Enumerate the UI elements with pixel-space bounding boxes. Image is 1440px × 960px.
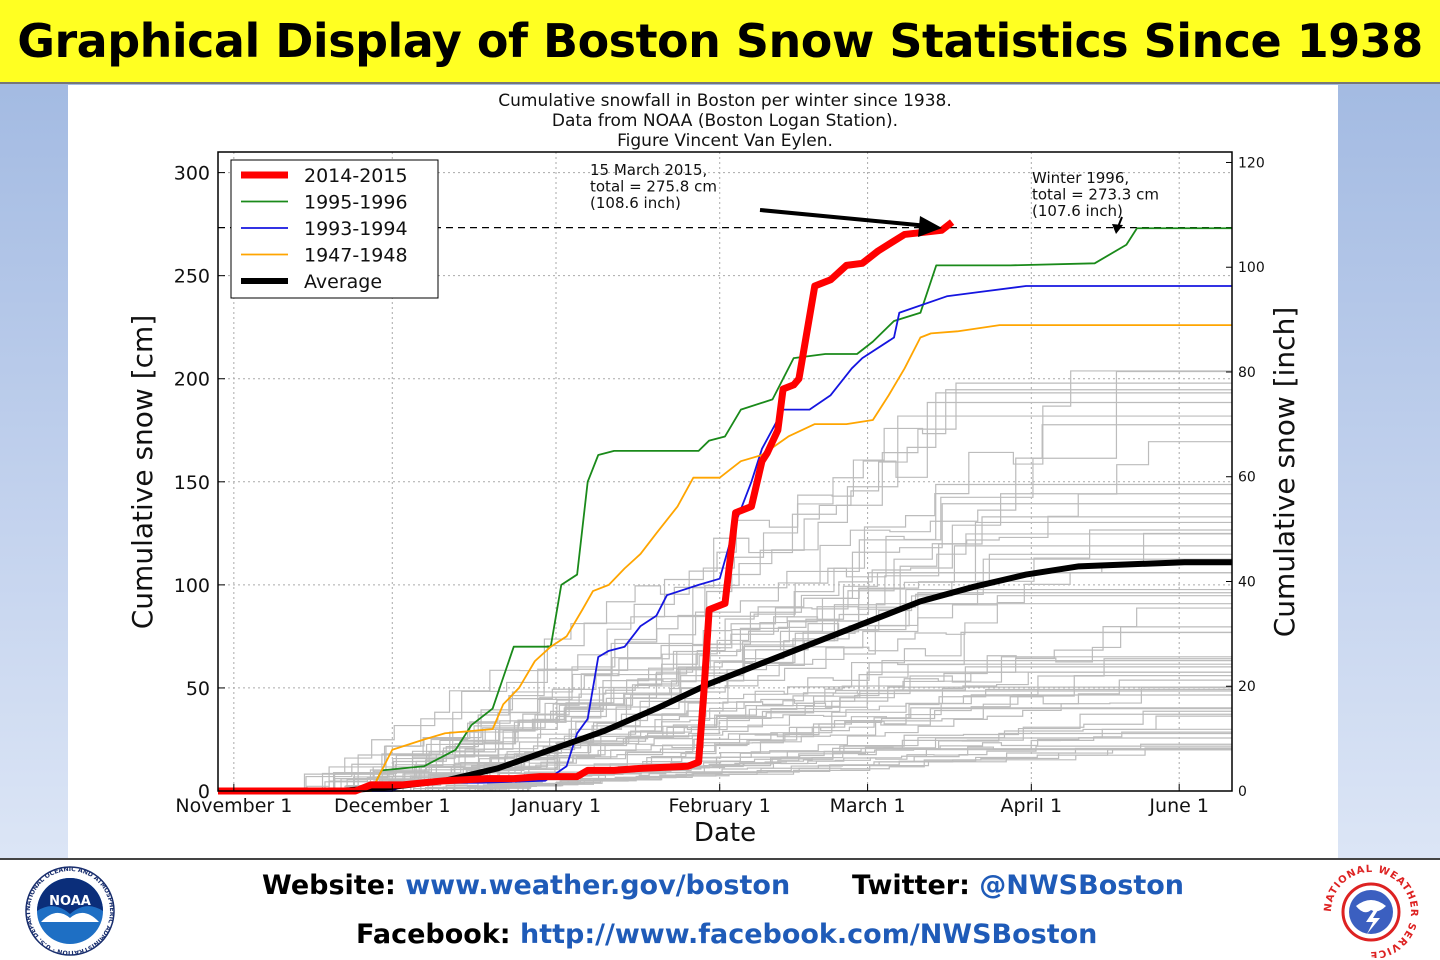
other-winter-line: [218, 713, 1232, 792]
snowfall-chart: Cumulative snowfall in Boston per winter…: [126, 91, 1301, 848]
y-right-tick-label: 80: [1238, 365, 1256, 381]
other-winter-line: [218, 747, 1232, 792]
website-label: Website:: [262, 870, 396, 901]
chart-title-line: Cumulative snowfall in Boston per winter…: [498, 91, 951, 111]
facebook-label: Facebook:: [356, 919, 511, 950]
annotation-record-2015: (108.6 inch): [590, 194, 681, 212]
x-axis-label: Date: [694, 818, 756, 848]
facebook-link[interactable]: http://www.facebook.com/NWSBoston: [519, 919, 1098, 950]
x-tick-label: December 1: [334, 795, 451, 817]
y-tick-label: 300: [174, 163, 210, 185]
annotation-arrow-shaft: [759, 208, 929, 228]
x-tick-label: June 1: [1148, 795, 1209, 817]
y-right-axis-label: Cumulative snow [inch]: [1268, 307, 1301, 638]
other-winter-line: [218, 588, 1232, 792]
legend-label: 1995-1996: [304, 192, 408, 214]
series-line-2014-2015: [218, 219, 955, 795]
noaa-logo: NATIONAL OCEANIC AND ATMOSPHERIC ADMINIS…: [14, 866, 115, 956]
y-tick-label: 50: [186, 678, 210, 700]
annotation-record-1996: (107.6 inch): [1032, 202, 1123, 220]
y-right-tick-label: 40: [1238, 574, 1256, 590]
twitter-link[interactable]: @NWSBoston: [979, 870, 1184, 901]
page-title: Graphical Display of Boston Snow Statist…: [0, 0, 1440, 84]
other-winter-line: [218, 441, 1232, 792]
x-tick-label: April 1: [1001, 795, 1063, 817]
legend-label: 1993-1994: [304, 218, 408, 240]
legend-box: [230, 159, 439, 299]
other-winter-line: [218, 424, 1232, 792]
other-winter-line: [218, 382, 1232, 792]
y-right-tick-label: 60: [1238, 470, 1256, 486]
annotation-arrow-head: [918, 216, 942, 237]
series-line-1947-1948: [218, 324, 1232, 792]
chart-panel: Cumulative snowfall in Boston per winter…: [68, 85, 1338, 858]
other-winter-line: [218, 732, 1232, 792]
x-tick-label: January 1: [510, 795, 601, 817]
other-winter-line: [218, 671, 1232, 792]
plot-frame: [217, 151, 1233, 792]
other-winter-line: [218, 592, 1232, 792]
y-right-tick-label: 0: [1238, 784, 1247, 800]
y-right-tick-label: 20: [1238, 679, 1256, 695]
other-winter-line: [218, 631, 1232, 792]
nws-logo: NATIONAL WEATHER SERVICE: [1323, 864, 1418, 958]
y-tick-label: 250: [174, 266, 210, 288]
annotation-record-2015: total = 275.8 cm: [590, 178, 717, 196]
legend-label: 2014-2015: [304, 165, 408, 187]
x-tick-label: November 1: [175, 795, 292, 817]
other-winter-line: [218, 389, 1232, 792]
chart-title-line: Figure Vincent Van Eylen.: [617, 131, 833, 151]
website-link[interactable]: www.weather.gov/boston: [405, 870, 791, 901]
annotation-record-1996: Winter 1996,: [1032, 169, 1129, 187]
footer: NATIONAL OCEANIC AND ATMOSPHERIC ADMINIS…: [0, 858, 1440, 960]
other-winter-line: [218, 656, 1232, 792]
chart-title-line: Data from NOAA (Boston Logan Station).: [552, 111, 898, 131]
other-winter-line: [218, 572, 1232, 792]
x-tick-label: March 1: [830, 795, 906, 817]
other-winter-line: [218, 392, 1232, 792]
y-tick-label: 150: [174, 472, 210, 494]
annotation-record-1996: total = 273.3 cm: [1032, 186, 1159, 204]
svg-text:NOAA: NOAA: [49, 894, 91, 909]
series-line-1995-1996: [218, 227, 1232, 792]
twitter-label: Twitter:: [852, 870, 970, 901]
y-tick-label: 100: [174, 575, 210, 597]
annotation-1996-pointer-head: [1112, 224, 1123, 234]
y-tick-label: 0: [198, 781, 210, 803]
x-tick-label: February 1: [669, 795, 771, 817]
other-winter-line: [218, 686, 1232, 792]
y-axis-label: Cumulative snow [cm]: [126, 315, 159, 630]
series-line-1993-1994: [218, 285, 1232, 792]
legend-label: 1947-1948: [304, 245, 408, 267]
annotation-record-2015: 15 March 2015,: [590, 161, 707, 179]
y-right-tick-label: 100: [1238, 260, 1265, 276]
other-winter-line: [218, 529, 1232, 792]
y-right-tick-label: 120: [1238, 155, 1265, 171]
other-winter-line: [218, 572, 1232, 792]
legend-label: Average: [304, 271, 382, 293]
other-winter-line: [218, 532, 1232, 792]
y-tick-label: 200: [174, 369, 210, 391]
other-winter-line: [218, 745, 1232, 792]
